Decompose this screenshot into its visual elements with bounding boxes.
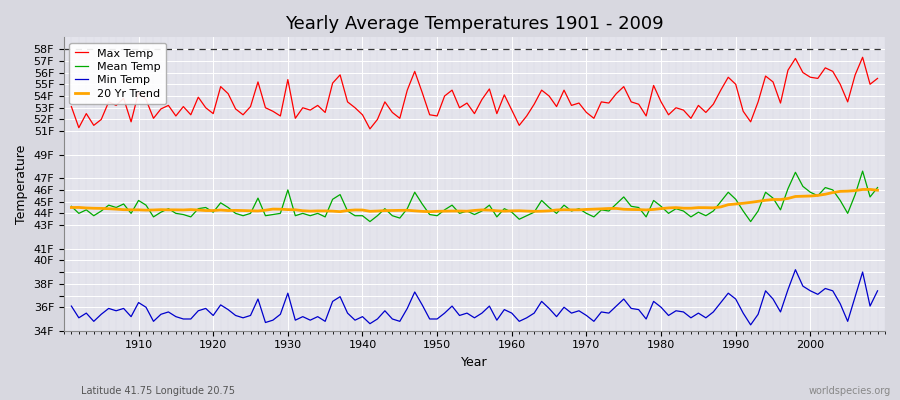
Max Temp (126, 120, 137, 124)
Line: Max Temp: Max Temp (71, 57, 878, 129)
Max Temp (335, 72, 346, 77)
Min Temp (499, 307, 509, 312)
Min Temp (335, 294, 346, 299)
Mean Temp (290, 213, 301, 218)
Min Temp (872, 288, 883, 293)
Min Temp (290, 318, 301, 322)
Mean Temp (507, 210, 517, 214)
20 Yr Trend (335, 209, 346, 214)
Mean Temp (126, 211, 137, 216)
Mean Temp (364, 219, 375, 224)
Line: 20 Yr Trend: 20 Yr Trend (71, 190, 878, 212)
Mean Temp (603, 209, 614, 214)
Y-axis label: Temperature: Temperature (15, 144, 28, 224)
Max Temp (857, 55, 868, 60)
Max Temp (514, 123, 525, 128)
20 Yr Trend (603, 206, 614, 211)
Mean Temp (514, 217, 525, 222)
20 Yr Trend (66, 205, 77, 210)
Min Temp (790, 267, 801, 272)
Line: Mean Temp: Mean Temp (71, 171, 878, 222)
Mean Temp (335, 192, 346, 197)
X-axis label: Year: Year (461, 356, 488, 369)
Min Temp (507, 311, 517, 316)
Min Temp (66, 304, 77, 308)
Max Temp (507, 108, 517, 112)
Mean Temp (857, 169, 868, 174)
20 Yr Trend (872, 188, 883, 192)
Max Temp (290, 116, 301, 121)
Mean Temp (872, 185, 883, 190)
Title: Yearly Average Temperatures 1901 - 2009: Yearly Average Temperatures 1901 - 2009 (285, 15, 664, 33)
Max Temp (872, 76, 883, 81)
20 Yr Trend (514, 208, 525, 213)
20 Yr Trend (342, 208, 353, 213)
Line: Min Temp: Min Temp (71, 270, 878, 325)
Max Temp (364, 126, 375, 131)
20 Yr Trend (507, 208, 517, 213)
Legend: Max Temp, Mean Temp, Min Temp, 20 Yr Trend: Max Temp, Mean Temp, Min Temp, 20 Yr Tre… (69, 43, 166, 104)
Max Temp (66, 104, 77, 109)
Min Temp (596, 310, 607, 314)
Mean Temp (66, 204, 77, 209)
20 Yr Trend (865, 187, 876, 192)
Min Temp (745, 322, 756, 327)
Min Temp (126, 314, 137, 319)
Text: worldspecies.org: worldspecies.org (809, 386, 891, 396)
20 Yr Trend (290, 207, 301, 212)
20 Yr Trend (126, 207, 137, 212)
Max Temp (603, 101, 614, 106)
Text: Latitude 41.75 Longitude 20.75: Latitude 41.75 Longitude 20.75 (81, 386, 235, 396)
